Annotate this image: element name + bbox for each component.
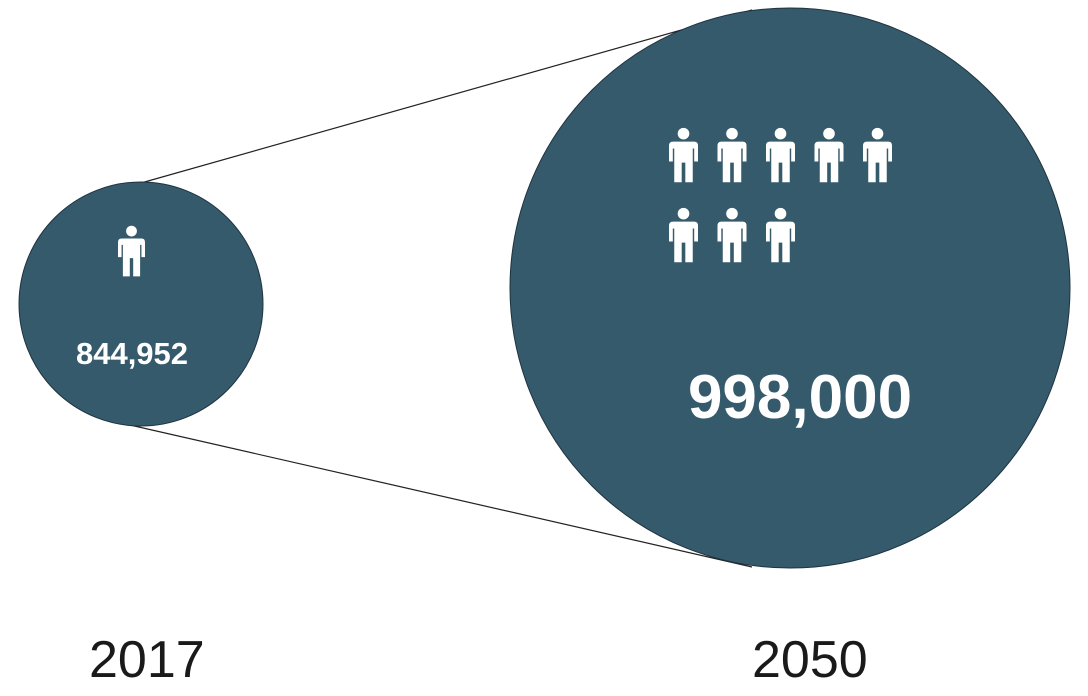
connector-line-bottom (129, 424, 753, 568)
year-label-2050: 2050 (752, 631, 868, 689)
connector-line-top (140, 9, 753, 184)
value-2017: 844,952 (76, 336, 188, 371)
circle-2050 (509, 7, 1071, 569)
circle-2017 (18, 181, 264, 427)
year-label-2017: 2017 (89, 631, 205, 689)
value-2050: 998,000 (688, 363, 912, 432)
